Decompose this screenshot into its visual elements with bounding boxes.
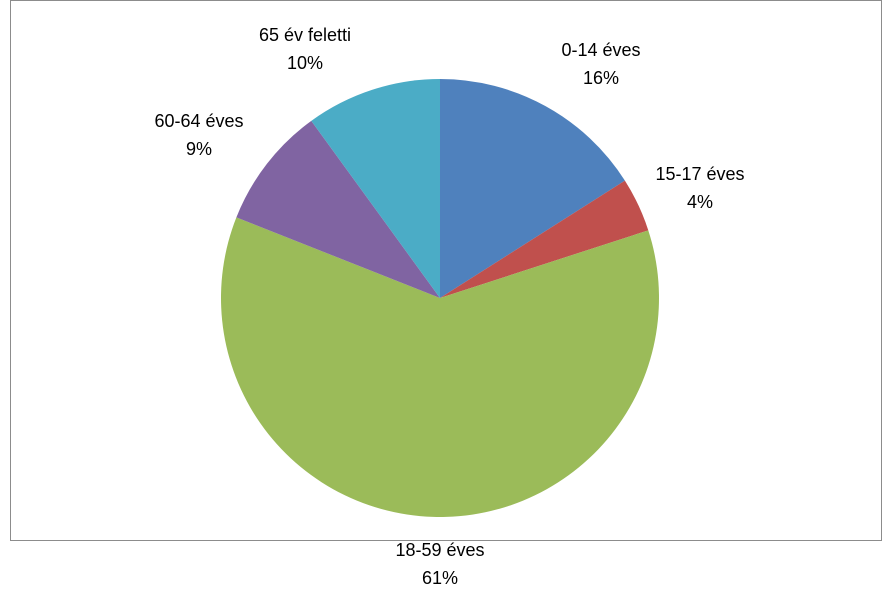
data-label-percent: 10%	[287, 53, 323, 73]
data-label-3: 18-59 éves 61%	[395, 540, 484, 588]
pie-slice-1	[440, 79, 625, 298]
data-label-percent: 9%	[186, 139, 212, 159]
data-label-category: 60-64 éves	[154, 111, 243, 131]
data-label-category: 18-59 éves	[395, 540, 484, 560]
data-label-4: 60-64 éves 9%	[154, 111, 243, 159]
pie-slices	[220, 79, 659, 518]
data-label-5: 65 év feletti 10%	[259, 25, 351, 73]
data-label-percent: 61%	[422, 568, 458, 588]
data-label-2: 15-17 éves 4%	[655, 164, 744, 212]
data-label-1: 0-14 éves 16%	[561, 40, 640, 88]
pie-data-labels: 0-14 éves 16% 15-17 éves 4% 18-59 éves 61% 60-…	[154, 25, 744, 588]
plot-area-border	[10, 0, 882, 541]
data-label-category: 65 év feletti	[259, 25, 351, 45]
data-label-category: 0-14 éves	[561, 40, 640, 60]
pie-slice-4	[236, 120, 440, 298]
data-label-percent: 4%	[687, 192, 713, 212]
pie-slice-5	[311, 79, 440, 298]
data-label-percent: 16%	[583, 68, 619, 88]
pie-slice-2	[440, 180, 649, 298]
data-label-category: 15-17 éves	[655, 164, 744, 184]
pie-slice-3	[220, 217, 659, 518]
